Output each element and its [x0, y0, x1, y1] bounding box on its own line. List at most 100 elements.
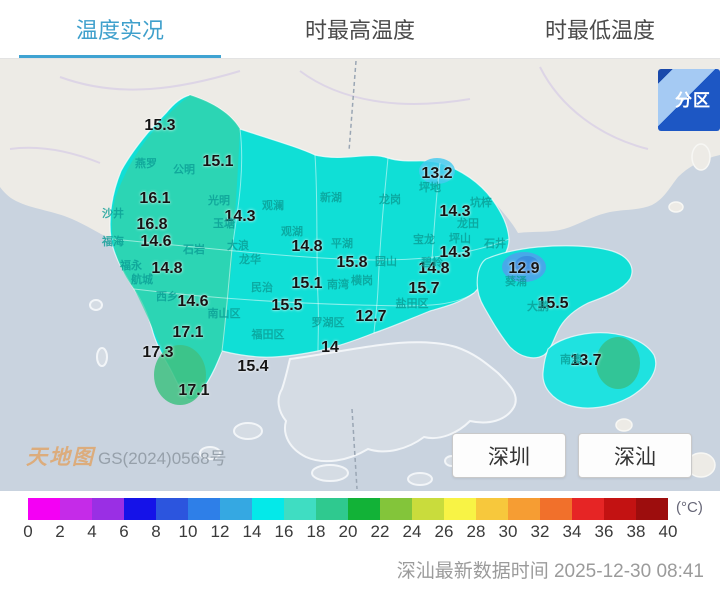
legend-unit-label: (°C) — [676, 499, 703, 516]
region-button-shenzhen[interactable]: 深圳 — [452, 433, 566, 478]
legend-color-segment — [252, 498, 284, 520]
legend-color-segment — [124, 498, 156, 520]
legend-color-segment — [316, 498, 348, 520]
district-label: 大鹏 — [527, 301, 549, 313]
legend-tick-label: 4 — [87, 522, 97, 541]
district-label: 龙田 — [457, 218, 479, 230]
temperature-label: 14.6 — [177, 293, 209, 310]
region-button-group: 深圳 深汕 — [452, 433, 692, 478]
temperature-label: 16.1 — [139, 190, 171, 207]
temperature-label: 12.7 — [355, 308, 387, 325]
temperature-label: 14.3 — [224, 208, 256, 225]
tab-0[interactable]: 温度实况 — [0, 0, 240, 58]
west-warm-zone — [111, 95, 241, 400]
temperature-label: 13.2 — [421, 165, 453, 182]
legend-tick-label: 8 — [151, 522, 161, 541]
road-lines — [9, 66, 649, 164]
temperature-label: 15.1 — [202, 153, 234, 170]
tab-bar: 温度实况 时最高温度 时最低温度 — [0, 0, 720, 59]
temperature-label: 14 — [321, 339, 339, 356]
temperature-label: 14.3 — [439, 203, 471, 220]
temperature-legend: (°C) 0 2 4 6 8 10 12 14 16 18 20 22 24 26 28 30 32 34 36 38… — [0, 491, 720, 546]
temperature-label: 14.8 — [151, 260, 183, 277]
district-label: 观澜 — [262, 200, 284, 212]
district-label: 石井 — [484, 238, 506, 250]
district-label: 大浪 — [227, 240, 249, 252]
temperature-label: 15.8 — [336, 254, 368, 271]
legend-tick-label: 38 — [626, 522, 646, 541]
district-label: 石岩 — [183, 244, 205, 256]
district-label: 盐田区 — [395, 298, 429, 310]
zoning-corner-button[interactable]: 分区 — [658, 69, 720, 131]
legend-tick-label: 2 — [55, 522, 65, 541]
legend-tick-label: 12 — [210, 522, 230, 541]
legend-color-segment — [444, 498, 476, 520]
legend-tick-label: 0 — [23, 522, 33, 541]
legend-color-segment — [60, 498, 92, 520]
warm-patch-nanao — [596, 337, 640, 389]
district-label: 观湖 — [281, 226, 303, 238]
tab-1[interactable]: 时最高温度 — [304, 18, 415, 43]
legend-color-segment — [636, 498, 668, 520]
hongkong-landmass — [89, 299, 517, 486]
temperature-label: 16.8 — [136, 216, 168, 233]
legend-color-segment — [508, 498, 540, 520]
legend-color-segment — [412, 498, 444, 520]
temperature-label: 17.3 — [142, 344, 174, 361]
district-label: 宝龙 — [413, 234, 435, 246]
legend-tick-label: 30 — [498, 522, 518, 541]
district-label: 横岗 — [351, 275, 373, 287]
district-label: 南澳 — [560, 354, 582, 366]
legend-color-segment — [188, 498, 220, 520]
region-button-shenshan[interactable]: 深汕 — [578, 433, 692, 478]
district-label: 坑梓 — [470, 197, 492, 209]
cold-patch-pingdi — [419, 158, 455, 184]
legend-tick-label: 26 — [434, 522, 454, 541]
district-label: 公明 — [173, 164, 195, 176]
cold-patch-kuichong-core — [515, 256, 539, 274]
legend-tick-label: 10 — [178, 522, 198, 541]
legend-tick-label: 32 — [530, 522, 550, 541]
legend-tick-label: 36 — [594, 522, 614, 541]
legend-tick-label: 40 — [658, 522, 678, 541]
legend-tick-row: 0 2 4 6 8 10 12 14 16 18 20 22 24 26 28 30 32 34 36 38 40 — [0, 522, 720, 544]
district-label: 罗湖区 — [311, 317, 345, 329]
district-label: 福海 — [102, 236, 124, 248]
district-label: 坪地 — [419, 182, 441, 194]
district-label: 燕罗 — [135, 158, 157, 170]
district-label: 航城 — [131, 274, 153, 286]
temperature-label: 15.4 — [237, 358, 269, 375]
temperature-label: 14.8 — [291, 238, 323, 255]
legend-tick-label: 16 — [274, 522, 294, 541]
temperature-label: 15.1 — [291, 275, 323, 292]
legend-tick-label: 24 — [402, 522, 422, 541]
legend-color-segment — [572, 498, 604, 520]
district-label: 葵涌 — [505, 276, 527, 288]
temperature-label: 17.1 — [172, 324, 204, 341]
district-label: 新湖 — [320, 192, 342, 204]
map-license: GS(2024)0568号 — [98, 449, 227, 468]
map-canvas[interactable]: 15.3 15.1 16.1 14.3 16.8 14.6 14.8 14.6 17.1 17.3… — [0, 59, 720, 491]
tianditu-logo: 天地图 — [26, 446, 95, 469]
legend-color-segment — [28, 498, 60, 520]
legend-color-segment — [348, 498, 380, 520]
legend-tick-label: 20 — [338, 522, 358, 541]
tab-2[interactable]: 时最低温度 — [544, 18, 655, 43]
data-update-time: 深汕最新数据时间 2025-12-30 08:41 — [396, 561, 704, 582]
temperature-label: 14.6 — [140, 233, 172, 250]
temperature-label: 13.7 — [570, 352, 602, 369]
temperature-label: 15.3 — [144, 117, 176, 134]
temperature-label: 15.5 — [537, 295, 569, 312]
legend-color-segment — [476, 498, 508, 520]
district-label: 福永 — [120, 260, 142, 272]
legend-color-segment — [220, 498, 252, 520]
legend-color-segment — [284, 498, 316, 520]
district-label: 龙华 — [239, 254, 261, 266]
temperature-label: 15.5 — [271, 297, 303, 314]
district-label: 南湾 — [327, 279, 349, 291]
district-label: 民治 — [251, 282, 273, 294]
district-borders — [110, 128, 510, 352]
mainland-north — [0, 59, 720, 239]
legend-tick-label: 28 — [466, 522, 486, 541]
temperature-label: 14.3 — [439, 244, 471, 261]
